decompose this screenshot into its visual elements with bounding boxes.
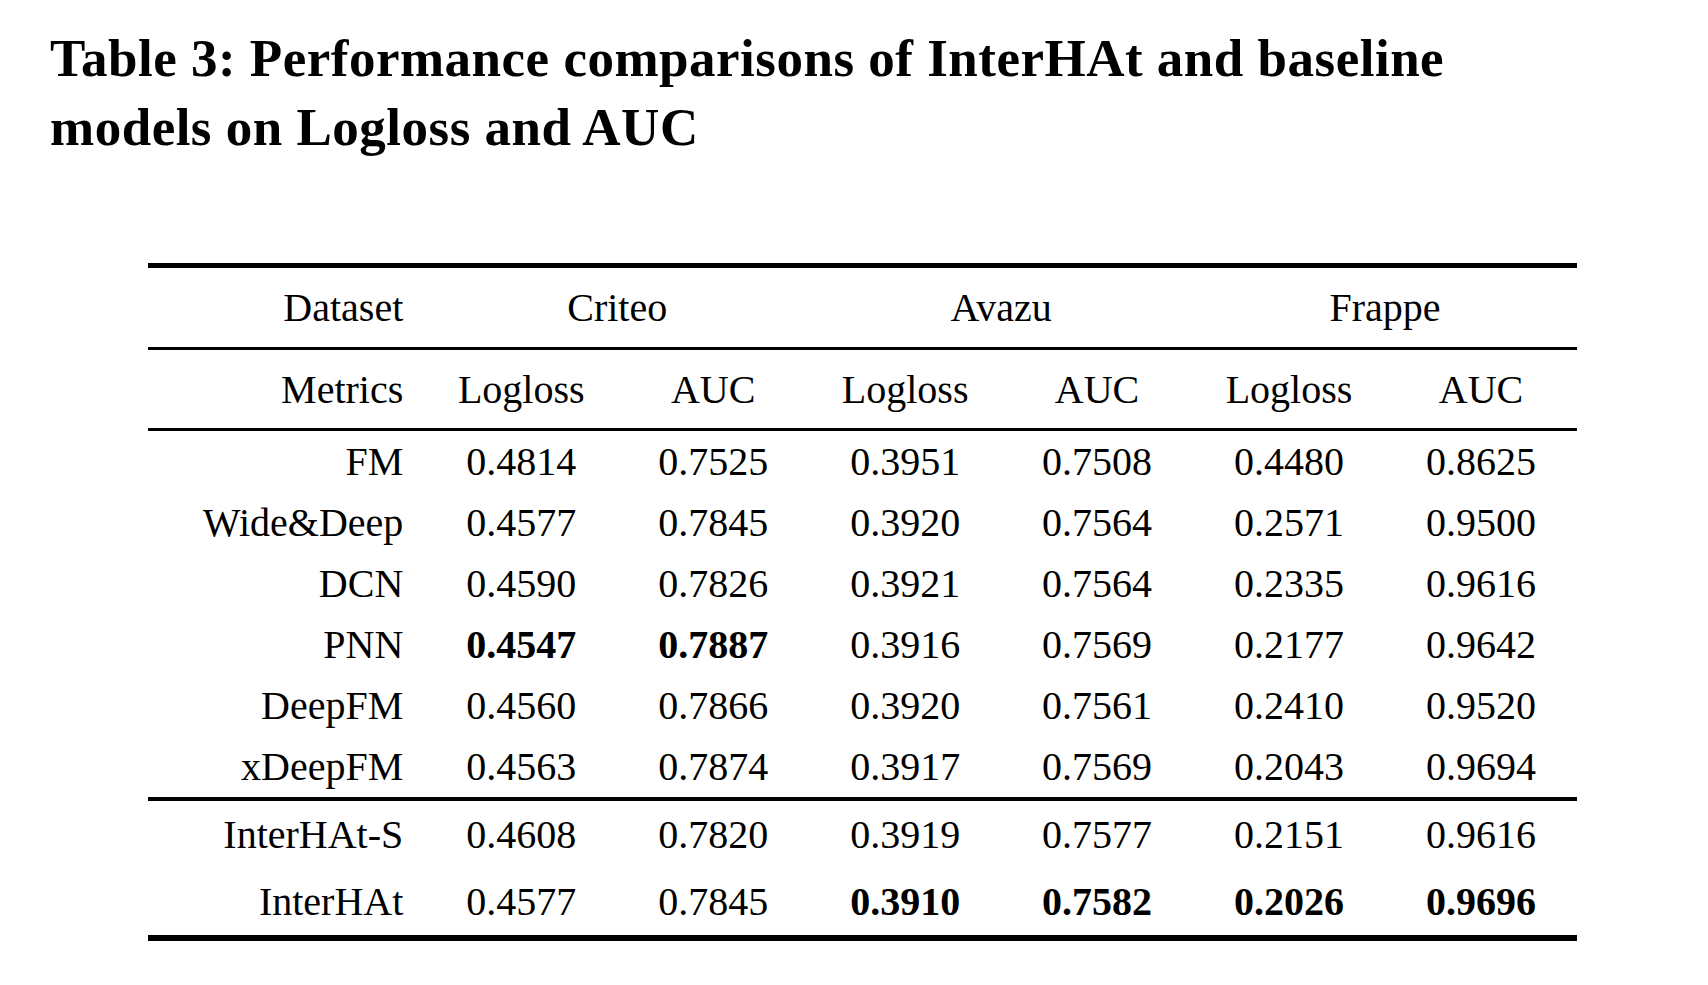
table-row: Wide&Deep 0.4577 0.7845 0.3920 0.7564 0.… [148,492,1577,553]
dataset-criteo: Criteo [425,266,809,349]
value-cell: 0.2410 [1193,675,1385,736]
table-row: PNN 0.4547 0.7887 0.3916 0.7569 0.2177 0… [148,614,1577,675]
value-cell: 0.2571 [1193,492,1385,553]
paper-page: Table 3: Performance comparisons of Inte… [0,0,1708,985]
value-cell: 0.4577 [425,492,617,553]
dataset-header-row: Dataset Criteo Avazu Frappe [148,266,1577,349]
value-cell: 0.7887 [617,614,809,675]
value-cell: 0.9642 [1385,614,1577,675]
metric-frappe-logloss: Logloss [1193,349,1385,430]
metric-avazu-auc: AUC [1001,349,1193,430]
value-cell: 0.7569 [1001,736,1193,799]
model-name: InterHAt-S [148,799,425,868]
dataset-frappe: Frappe [1193,266,1577,349]
value-cell: 0.7866 [617,675,809,736]
value-cell: 0.7845 [617,492,809,553]
table-row: DeepFM 0.4560 0.7866 0.3920 0.7561 0.241… [148,675,1577,736]
value-cell: 0.7569 [1001,614,1193,675]
model-name: DeepFM [148,675,425,736]
table-row: FM 0.4814 0.7525 0.3951 0.7508 0.4480 0.… [148,430,1577,493]
value-cell: 0.8625 [1385,430,1577,493]
value-cell: 0.7845 [617,868,809,938]
value-cell: 0.3916 [809,614,1001,675]
model-name: FM [148,430,425,493]
value-cell: 0.7564 [1001,492,1193,553]
value-cell: 0.2177 [1193,614,1385,675]
value-cell: 0.7577 [1001,799,1193,868]
model-name: InterHAt [148,868,425,938]
table-caption: Table 3: Performance comparisons of Inte… [50,24,1610,162]
table-header: Dataset Criteo Avazu Frappe Metrics Logl… [148,266,1577,430]
value-cell: 0.3920 [809,675,1001,736]
metric-criteo-auc: AUC [617,349,809,430]
value-cell: 0.7564 [1001,553,1193,614]
value-cell: 0.9616 [1385,799,1577,868]
table-row: DCN 0.4590 0.7826 0.3921 0.7564 0.2335 0… [148,553,1577,614]
value-cell: 0.3921 [809,553,1001,614]
value-cell: 0.7582 [1001,868,1193,938]
model-name: PNN [148,614,425,675]
value-cell: 0.4563 [425,736,617,799]
results-table: Dataset Criteo Avazu Frappe Metrics Logl… [148,263,1577,941]
value-cell: 0.3951 [809,430,1001,493]
model-name: DCN [148,553,425,614]
value-cell: 0.7874 [617,736,809,799]
value-cell: 0.3910 [809,868,1001,938]
value-cell: 0.4547 [425,614,617,675]
value-cell: 0.4608 [425,799,617,868]
metrics-header-row: Metrics Logloss AUC Logloss AUC Logloss … [148,349,1577,430]
caption-line-1: Table 3: Performance comparisons of Inte… [50,24,1610,93]
model-name: Wide&Deep [148,492,425,553]
value-cell: 0.7820 [617,799,809,868]
value-cell: 0.7826 [617,553,809,614]
value-cell: 0.2026 [1193,868,1385,938]
value-cell: 0.2335 [1193,553,1385,614]
dataset-label: Dataset [148,266,425,349]
interhat-rows-group: InterHAt-S 0.4608 0.7820 0.3919 0.7577 0… [148,799,1577,938]
metric-frappe-auc: AUC [1385,349,1577,430]
value-cell: 0.4577 [425,868,617,938]
value-cell: 0.3920 [809,492,1001,553]
value-cell: 0.4590 [425,553,617,614]
table-row: InterHAt 0.4577 0.7845 0.3910 0.7582 0.2… [148,868,1577,938]
baseline-rows-group: FM 0.4814 0.7525 0.3951 0.7508 0.4480 0.… [148,430,1577,800]
value-cell: 0.3919 [809,799,1001,868]
value-cell: 0.9696 [1385,868,1577,938]
value-cell: 0.9520 [1385,675,1577,736]
value-cell: 0.3917 [809,736,1001,799]
model-name: xDeepFM [148,736,425,799]
value-cell: 0.2151 [1193,799,1385,868]
value-cell: 0.7525 [617,430,809,493]
dataset-avazu: Avazu [809,266,1193,349]
table-row: InterHAt-S 0.4608 0.7820 0.3919 0.7577 0… [148,799,1577,868]
value-cell: 0.9616 [1385,553,1577,614]
caption-line-2: models on Logloss and AUC [50,93,1610,162]
metrics-label: Metrics [148,349,425,430]
value-cell: 0.4560 [425,675,617,736]
value-cell: 0.7561 [1001,675,1193,736]
metric-criteo-logloss: Logloss [425,349,617,430]
table-row: xDeepFM 0.4563 0.7874 0.3917 0.7569 0.20… [148,736,1577,799]
value-cell: 0.4814 [425,430,617,493]
value-cell: 0.2043 [1193,736,1385,799]
value-cell: 0.9500 [1385,492,1577,553]
metric-avazu-logloss: Logloss [809,349,1001,430]
value-cell: 0.9694 [1385,736,1577,799]
value-cell: 0.4480 [1193,430,1385,493]
value-cell: 0.7508 [1001,430,1193,493]
